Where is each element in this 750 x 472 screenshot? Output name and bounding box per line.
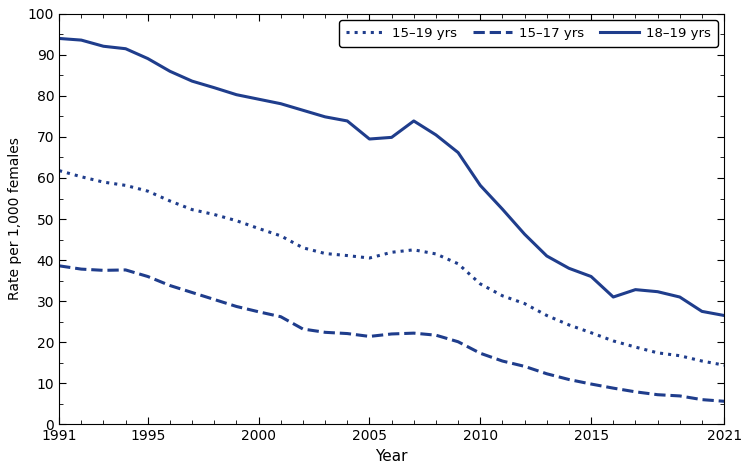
18–19 yrs (210, 85, 219, 91)
15–17 yrs (653, 392, 662, 397)
18–19 yrs (653, 289, 662, 295)
15–19 yrs (609, 338, 618, 344)
15–17 yrs (76, 266, 86, 272)
18–19 yrs (343, 118, 352, 124)
15–17 yrs (586, 381, 596, 387)
15–17 yrs (320, 329, 329, 335)
15–17 yrs (254, 309, 263, 315)
15–19 yrs (653, 350, 662, 356)
18–19 yrs (476, 183, 484, 188)
18–19 yrs (454, 150, 463, 155)
18–19 yrs (188, 78, 196, 84)
18–19 yrs (99, 43, 108, 49)
15–19 yrs (675, 353, 684, 359)
18–19 yrs (498, 206, 507, 212)
18–19 yrs (166, 68, 175, 74)
15–19 yrs (232, 218, 241, 224)
15–19 yrs (476, 281, 484, 287)
18–19 yrs (520, 231, 529, 237)
15–17 yrs (565, 377, 574, 382)
Line: 15–17 yrs: 15–17 yrs (59, 266, 724, 401)
15–19 yrs (365, 255, 374, 261)
18–19 yrs (565, 265, 574, 271)
18–19 yrs (586, 274, 596, 279)
15–17 yrs (143, 274, 152, 279)
15–19 yrs (520, 301, 529, 306)
15–17 yrs (387, 331, 396, 337)
15–17 yrs (719, 398, 728, 404)
15–19 yrs (431, 251, 440, 257)
18–19 yrs (76, 37, 86, 43)
15–19 yrs (320, 251, 329, 256)
15–19 yrs (719, 362, 728, 368)
15–17 yrs (631, 389, 640, 395)
15–17 yrs (476, 350, 484, 356)
15–17 yrs (498, 358, 507, 364)
15–19 yrs (343, 253, 352, 258)
15–17 yrs (188, 290, 196, 295)
15–19 yrs (276, 233, 285, 239)
15–17 yrs (276, 314, 285, 320)
15–17 yrs (166, 283, 175, 288)
15–19 yrs (166, 198, 175, 204)
18–19 yrs (542, 253, 551, 259)
18–19 yrs (143, 56, 152, 61)
Line: 15–19 yrs: 15–19 yrs (59, 170, 724, 365)
15–17 yrs (232, 303, 241, 309)
15–19 yrs (565, 322, 574, 328)
15–19 yrs (542, 312, 551, 318)
15–19 yrs (698, 358, 706, 364)
15–19 yrs (631, 344, 640, 350)
18–19 yrs (698, 309, 706, 314)
18–19 yrs (719, 312, 728, 318)
18–19 yrs (410, 118, 419, 124)
15–19 yrs (210, 212, 219, 218)
15–19 yrs (143, 188, 152, 194)
15–19 yrs (55, 168, 64, 173)
18–19 yrs (631, 287, 640, 293)
Y-axis label: Rate per 1,000 females: Rate per 1,000 females (8, 138, 22, 301)
18–19 yrs (121, 46, 130, 51)
15–17 yrs (365, 334, 374, 339)
18–19 yrs (320, 114, 329, 120)
15–17 yrs (675, 393, 684, 399)
15–19 yrs (298, 245, 307, 251)
15–17 yrs (609, 385, 618, 391)
18–19 yrs (298, 108, 307, 113)
18–19 yrs (431, 132, 440, 138)
15–19 yrs (454, 261, 463, 267)
X-axis label: Year: Year (375, 449, 408, 464)
15–19 yrs (498, 293, 507, 299)
15–19 yrs (188, 207, 196, 212)
15–19 yrs (410, 247, 419, 253)
15–17 yrs (298, 326, 307, 332)
15–17 yrs (431, 332, 440, 338)
15–17 yrs (410, 330, 419, 336)
15–17 yrs (99, 268, 108, 273)
15–19 yrs (387, 250, 396, 255)
15–17 yrs (520, 363, 529, 369)
18–19 yrs (55, 35, 64, 41)
18–19 yrs (365, 136, 374, 142)
15–17 yrs (454, 339, 463, 345)
15–19 yrs (99, 179, 108, 185)
15–19 yrs (121, 183, 130, 188)
15–17 yrs (698, 397, 706, 403)
15–17 yrs (343, 331, 352, 337)
Line: 18–19 yrs: 18–19 yrs (59, 38, 724, 315)
15–17 yrs (210, 296, 219, 302)
Legend: 15–19 yrs, 15–17 yrs, 18–19 yrs: 15–19 yrs, 15–17 yrs, 18–19 yrs (339, 20, 718, 47)
18–19 yrs (387, 135, 396, 140)
15–19 yrs (76, 174, 86, 180)
15–17 yrs (55, 263, 64, 269)
15–17 yrs (121, 267, 130, 273)
18–19 yrs (232, 92, 241, 98)
18–19 yrs (254, 96, 263, 102)
18–19 yrs (675, 294, 684, 300)
18–19 yrs (609, 294, 618, 300)
15–19 yrs (254, 226, 263, 231)
15–17 yrs (542, 371, 551, 377)
15–19 yrs (586, 330, 596, 336)
18–19 yrs (276, 101, 285, 107)
